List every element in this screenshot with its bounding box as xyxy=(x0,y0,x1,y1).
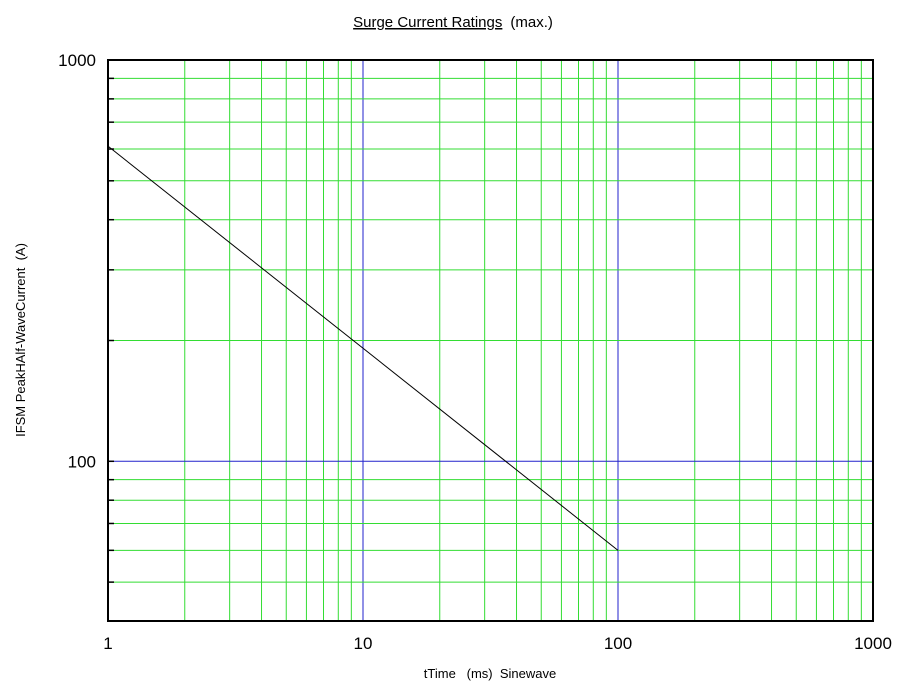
chart-title-group: Surge Current Ratings (max.) xyxy=(353,14,553,31)
x-tick-label: 100 xyxy=(604,634,632,653)
x-axis-label: tTime (ms) Sinewave xyxy=(424,666,556,681)
chart-subtitle: (max.) xyxy=(510,14,553,31)
series-layer xyxy=(107,145,619,551)
frame-ticks xyxy=(108,77,114,583)
x-tick-label: 10 xyxy=(354,634,373,653)
y-tick-label: 1000 xyxy=(58,51,96,70)
x-tick-label: 1000 xyxy=(854,634,892,653)
series-line-0 xyxy=(107,145,619,551)
x-tick-label: 1 xyxy=(103,634,112,653)
tick-labels: 1 10 100 1000 100 1000 xyxy=(58,51,892,653)
y-axis-label: IFSM PeakHAlf-WaveCurrent (A) xyxy=(13,243,28,437)
grid-layer xyxy=(108,60,873,621)
y-tick-label: 100 xyxy=(68,452,96,471)
chart-title: Surge Current Ratings xyxy=(353,14,502,31)
